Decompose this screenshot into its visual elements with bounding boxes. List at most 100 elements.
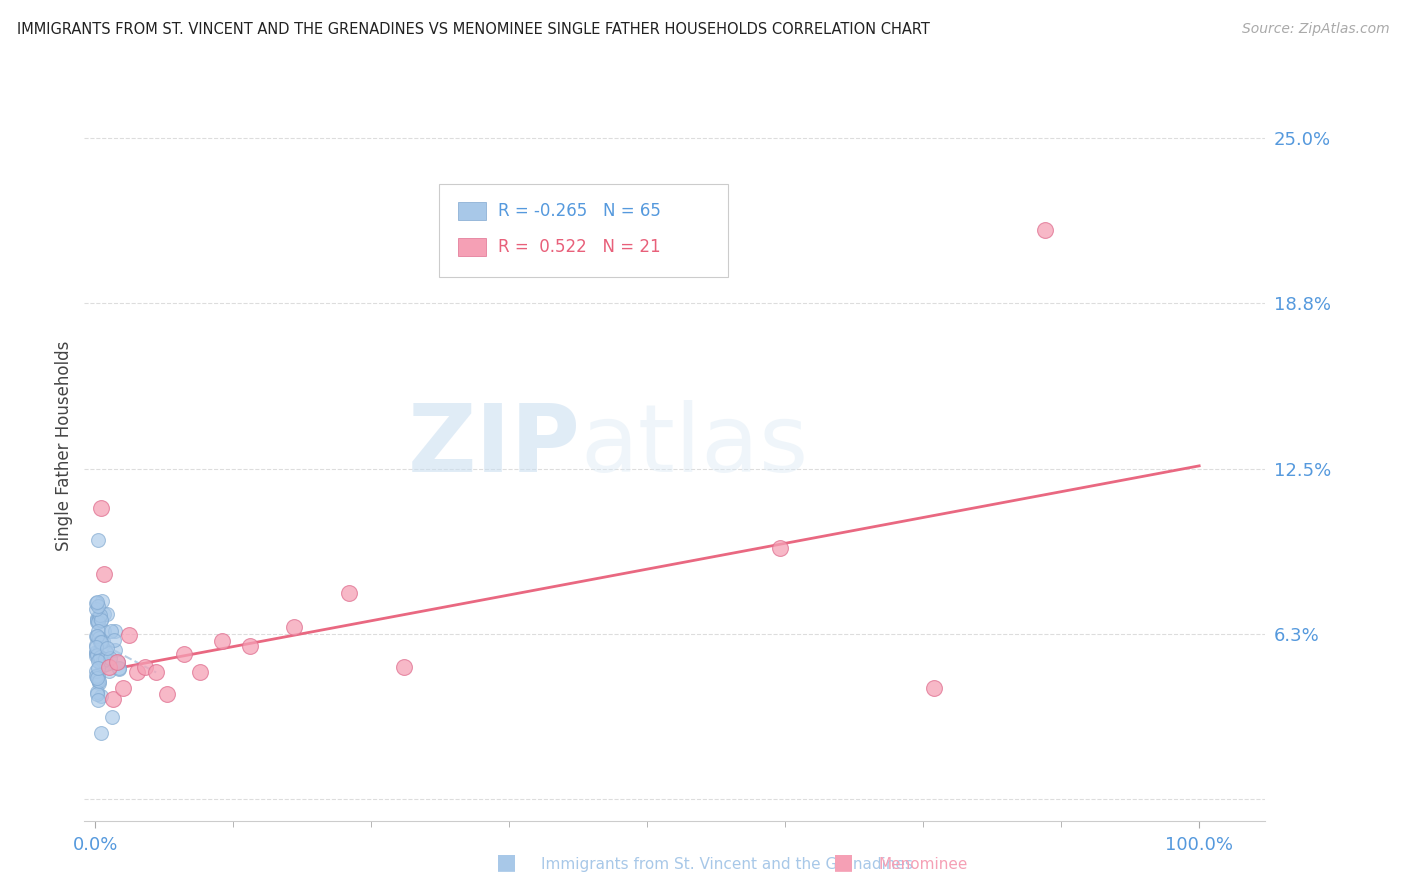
Point — [107, 655, 129, 669]
Point — [86, 533, 108, 547]
Point — [90, 725, 112, 739]
Point — [86, 630, 108, 644]
Point — [89, 609, 111, 624]
Text: Immigrants from St. Vincent and the Grenadines: Immigrants from St. Vincent and the Gren… — [541, 857, 914, 872]
Point — [84, 640, 107, 654]
Point — [111, 681, 134, 696]
Point — [86, 648, 108, 662]
Point — [91, 634, 114, 648]
Point — [96, 640, 118, 655]
Text: IMMIGRANTS FROM ST. VINCENT AND THE GRENADINES VS MENOMINEE SINGLE FATHER HOUSEH: IMMIGRANTS FROM ST. VINCENT AND THE GREN… — [17, 22, 929, 37]
Point — [1033, 223, 1056, 237]
FancyBboxPatch shape — [457, 202, 486, 220]
Point — [86, 668, 108, 682]
Point — [97, 665, 120, 679]
Point — [84, 646, 107, 660]
Point — [86, 684, 108, 698]
Point — [117, 628, 139, 642]
Point — [87, 654, 110, 668]
Point — [134, 660, 156, 674]
Point — [90, 658, 112, 673]
Point — [211, 633, 233, 648]
Point — [84, 639, 107, 653]
Point — [87, 669, 110, 683]
Point — [103, 632, 125, 647]
Point — [173, 647, 195, 661]
Point — [98, 650, 121, 665]
Point — [86, 613, 108, 627]
Point — [769, 541, 792, 555]
Point — [101, 691, 124, 706]
Point — [104, 643, 127, 657]
Text: R = -0.265   N = 65: R = -0.265 N = 65 — [498, 202, 661, 220]
Point — [188, 665, 211, 680]
Point — [84, 602, 107, 616]
Text: ZIP: ZIP — [408, 400, 581, 492]
Text: ■: ■ — [834, 853, 853, 872]
Point — [283, 620, 305, 634]
Point — [97, 660, 120, 674]
Point — [100, 624, 122, 639]
Point — [107, 661, 129, 675]
Point — [90, 690, 112, 704]
Point — [239, 639, 262, 653]
Point — [107, 655, 129, 669]
Point — [87, 693, 110, 707]
Point — [86, 628, 108, 642]
Point — [84, 645, 107, 659]
Point — [89, 653, 111, 667]
Point — [394, 660, 416, 674]
Point — [84, 596, 107, 610]
Point — [127, 665, 149, 680]
Point — [90, 634, 112, 648]
Point — [84, 669, 107, 683]
Point — [87, 599, 110, 614]
Point — [84, 648, 107, 663]
Point — [90, 501, 112, 516]
Point — [89, 643, 111, 657]
Point — [90, 613, 112, 627]
Point — [104, 624, 127, 638]
Point — [86, 615, 108, 629]
Point — [90, 594, 112, 608]
Point — [87, 676, 110, 690]
Point — [86, 595, 108, 609]
Point — [101, 710, 124, 724]
Y-axis label: Single Father Households: Single Father Households — [55, 341, 73, 551]
FancyBboxPatch shape — [457, 238, 486, 256]
Point — [84, 664, 107, 678]
Point — [91, 654, 114, 668]
Point — [89, 650, 111, 665]
Text: atlas: atlas — [581, 400, 808, 492]
Point — [94, 652, 117, 666]
Point — [145, 665, 167, 680]
Point — [156, 687, 179, 701]
Point — [89, 635, 111, 649]
Point — [337, 586, 360, 600]
Point — [89, 607, 111, 622]
Point — [87, 624, 110, 638]
Point — [87, 673, 110, 687]
Point — [93, 624, 115, 639]
Point — [94, 645, 117, 659]
Point — [90, 613, 112, 627]
Point — [86, 629, 108, 643]
Text: R =  0.522   N = 21: R = 0.522 N = 21 — [498, 238, 661, 256]
Point — [86, 615, 108, 630]
Text: Source: ZipAtlas.com: Source: ZipAtlas.com — [1241, 22, 1389, 37]
Text: ■: ■ — [496, 853, 516, 872]
Point — [86, 611, 108, 625]
Text: Menominee: Menominee — [879, 857, 969, 872]
Point — [96, 657, 118, 672]
Point — [922, 681, 945, 696]
Point — [107, 662, 129, 676]
Point — [87, 674, 110, 689]
Point — [86, 687, 108, 701]
Point — [93, 567, 115, 582]
FancyBboxPatch shape — [439, 184, 728, 277]
Point — [86, 661, 108, 675]
Point — [93, 607, 115, 622]
Point — [96, 607, 118, 621]
Point — [86, 671, 108, 685]
Point — [89, 631, 111, 645]
